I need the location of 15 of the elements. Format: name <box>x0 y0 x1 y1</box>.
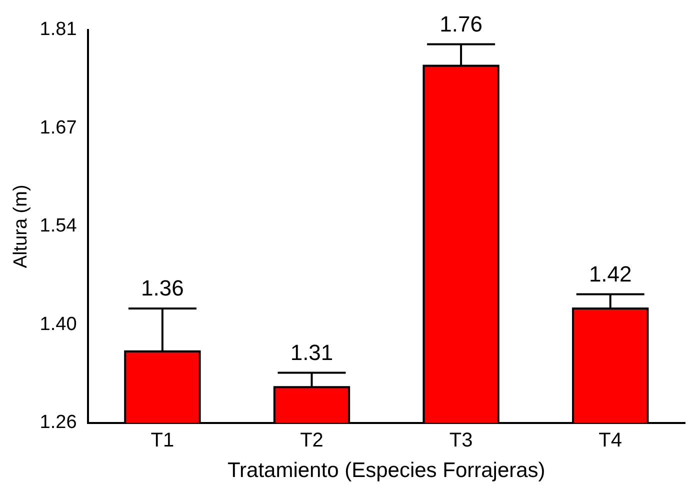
y-tick-label: 1.67 <box>40 117 77 138</box>
x-tick-label: T2 <box>300 429 324 452</box>
x-tick-label: T1 <box>150 429 174 452</box>
x-axis-title: Tratamiento (Especies Forrajeras) <box>227 459 546 482</box>
y-tick-label: 1.81 <box>40 19 77 40</box>
x-tick-label: T4 <box>598 429 622 452</box>
y-axis-title: Altura (m) <box>10 184 32 268</box>
data-label: 1.42 <box>588 261 632 286</box>
y-tick-label: 1.40 <box>40 314 77 335</box>
data-label: 1.36 <box>141 276 184 301</box>
x-tick-label: T3 <box>449 429 473 452</box>
y-tick-label: 1.54 <box>40 216 78 237</box>
data-label: 1.31 <box>290 340 334 365</box>
y-tick-label: 1.26 <box>40 412 77 434</box>
data-label: 1.76 <box>440 11 482 36</box>
